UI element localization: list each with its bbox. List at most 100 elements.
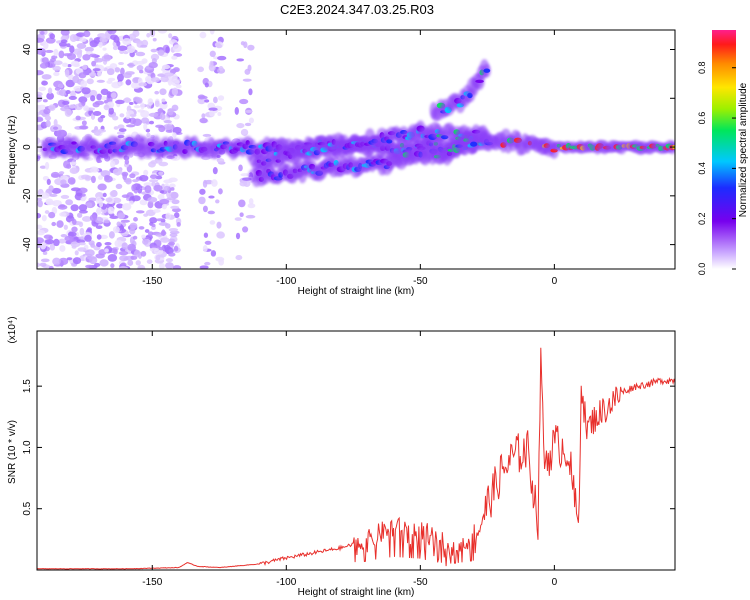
noise-blob bbox=[116, 203, 124, 209]
noise-blob bbox=[165, 129, 174, 133]
noise-blob bbox=[95, 196, 102, 204]
noise-blob bbox=[135, 51, 146, 57]
noise-blob bbox=[101, 96, 107, 101]
noise-blob bbox=[110, 263, 115, 269]
noise-blob bbox=[147, 200, 154, 209]
colorbar-tick-label: 0.8 bbox=[697, 61, 707, 74]
noise-blob bbox=[97, 70, 102, 77]
noise-blob bbox=[248, 117, 255, 124]
snr-series-line bbox=[37, 347, 675, 570]
noise-blob bbox=[211, 179, 218, 187]
noise-blob bbox=[173, 212, 180, 219]
noise-blob bbox=[118, 128, 127, 133]
noise-blob bbox=[121, 242, 128, 250]
noise-blob bbox=[129, 227, 136, 235]
noise-blob bbox=[158, 222, 168, 226]
noise-blob bbox=[143, 169, 149, 176]
noise-blob bbox=[165, 212, 171, 220]
noise-blob bbox=[140, 102, 145, 110]
noise-blob bbox=[116, 131, 125, 135]
spectrogram-traces bbox=[41, 59, 675, 188]
noise-blob bbox=[159, 198, 170, 205]
noise-blob bbox=[135, 210, 145, 214]
noise-blob bbox=[131, 179, 139, 183]
noise-blob bbox=[158, 246, 165, 251]
noise-blob bbox=[43, 108, 51, 115]
noise-blob bbox=[214, 42, 221, 47]
colorbar: 0.0 0.2 0.4 0.6 0.8 Normalized spectral ampl… bbox=[697, 30, 749, 275]
noise-blob bbox=[60, 179, 67, 185]
noise-blob bbox=[149, 217, 158, 224]
noise-blob bbox=[74, 250, 79, 256]
noise-blob bbox=[38, 86, 47, 92]
noise-blob bbox=[215, 199, 220, 204]
noise-blob bbox=[37, 137, 41, 144]
noise-blob bbox=[115, 99, 125, 105]
noise-blob bbox=[59, 204, 66, 208]
noise-blob bbox=[133, 105, 141, 109]
noise-blob bbox=[135, 260, 141, 266]
colorbar-tick-label: 0.0 bbox=[697, 263, 707, 276]
noise-blob bbox=[96, 242, 102, 248]
noise-blob bbox=[89, 89, 98, 98]
noise-blob bbox=[85, 202, 93, 208]
noise-blob bbox=[148, 112, 159, 118]
noise-blob bbox=[110, 92, 117, 99]
noise-blob bbox=[146, 33, 151, 38]
noise-blob bbox=[81, 100, 86, 107]
noise-blob bbox=[47, 87, 53, 95]
noise-blob bbox=[37, 37, 45, 43]
noise-blob bbox=[198, 196, 206, 205]
noise-blob bbox=[89, 40, 98, 48]
noise-blob bbox=[116, 221, 121, 227]
noise-blob bbox=[172, 126, 182, 134]
y-tick-label: 20 bbox=[22, 92, 33, 104]
spectrogram-x-axis-label: Height of straight line (km) bbox=[298, 286, 415, 297]
x-tick-label: -100 bbox=[276, 276, 296, 287]
noise-blob bbox=[170, 205, 180, 210]
noise-blob bbox=[81, 87, 91, 95]
noise-blob bbox=[118, 266, 129, 269]
noise-blob bbox=[83, 30, 91, 38]
noise-blob bbox=[204, 82, 209, 88]
noise-blob bbox=[95, 225, 103, 230]
noise-blob bbox=[66, 43, 71, 48]
noise-blob bbox=[46, 92, 55, 100]
noise-blob bbox=[209, 50, 216, 58]
noise-blob bbox=[80, 174, 91, 180]
noise-blob bbox=[144, 185, 152, 194]
snr-y-axis-label: SNR (10 * v/v) bbox=[7, 420, 18, 484]
noise-blob bbox=[117, 124, 125, 130]
noise-blob bbox=[76, 32, 86, 37]
noise-blob bbox=[204, 261, 211, 266]
noise-blob bbox=[92, 111, 102, 117]
noise-blob bbox=[235, 232, 241, 240]
noise-blob bbox=[239, 212, 244, 218]
noise-blob bbox=[117, 45, 128, 51]
noise-blob bbox=[168, 238, 176, 243]
noise-blob bbox=[135, 97, 143, 104]
noise-blob bbox=[142, 238, 149, 245]
noise-blob bbox=[40, 242, 47, 250]
noise-blob bbox=[147, 196, 158, 203]
noise-blob bbox=[125, 114, 131, 119]
noise-blob bbox=[157, 108, 164, 113]
noise-blob bbox=[147, 231, 154, 236]
noise-blob bbox=[37, 104, 42, 113]
snr-plot-area bbox=[37, 331, 675, 570]
noise-blob bbox=[58, 171, 65, 175]
noise-blob bbox=[139, 199, 148, 206]
noise-blob bbox=[148, 61, 158, 69]
noise-blob bbox=[197, 66, 205, 73]
noise-blob bbox=[59, 212, 67, 217]
noise-blob bbox=[108, 107, 114, 115]
noise-blob bbox=[77, 247, 87, 252]
noise-blob bbox=[45, 115, 51, 121]
noise-blob bbox=[150, 160, 158, 165]
noise-blob bbox=[161, 64, 171, 70]
noise-blob bbox=[62, 100, 70, 105]
noise-blob bbox=[168, 228, 179, 232]
noise-blob bbox=[100, 115, 106, 119]
noise-blob bbox=[125, 177, 132, 185]
noise-blob bbox=[129, 113, 137, 118]
